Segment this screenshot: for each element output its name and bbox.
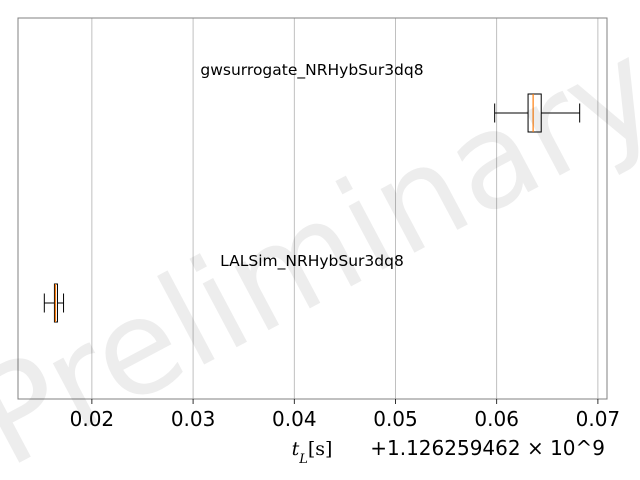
grid-layer (91, 18, 599, 399)
x-axis-offset: +1.126259462 × 10^9 (370, 436, 605, 460)
x-tick-label: 0.03 (171, 407, 216, 431)
x-axis-label: tL[s] (292, 438, 333, 467)
tick-layer: 0.02 0.03 0.04 0.05 0.06 0.07 (70, 399, 621, 431)
series-label: gwsurrogate_NRHybSur3dq8 (200, 61, 423, 80)
x-tick-label: 0.05 (373, 407, 418, 431)
x-tick-label: 0.04 (272, 407, 317, 431)
box (527, 93, 542, 133)
series-label: LALSim_NRHybSur3dq8 (220, 252, 404, 271)
box-layer (43, 93, 581, 323)
watermark-text: Preliminary (0, 11, 640, 480)
x-tick-label: 0.07 (576, 407, 621, 431)
boxplot-1 (43, 283, 65, 323)
label-layer: gwsurrogate_NRHybSur3dq8 LALSim_NRHybSur3… (200, 61, 423, 271)
boxplot-0 (494, 93, 581, 133)
plot-frame (17, 17, 608, 400)
x-tick-label: 0.06 (474, 407, 519, 431)
x-tick-label: 0.02 (70, 407, 115, 431)
